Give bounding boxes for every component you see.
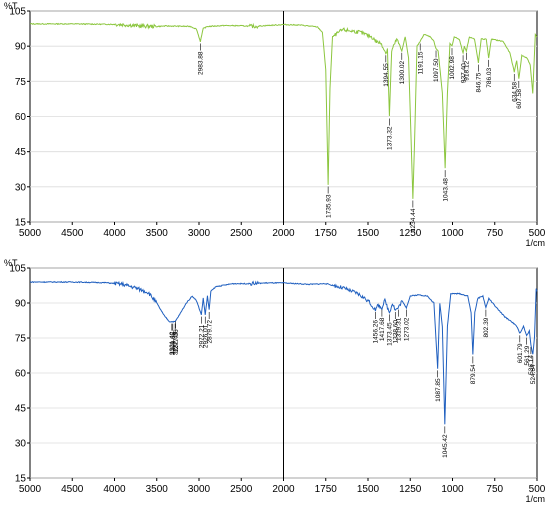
x-tick-label: 2500 — [230, 228, 253, 239]
x-tick-label: 4500 — [61, 228, 84, 239]
x-tick-label: 2000 — [272, 228, 295, 239]
peak-label: 1319.31 — [396, 317, 403, 341]
peak-label: 601.79 — [517, 343, 524, 363]
x-tick-label: 500 — [529, 484, 546, 495]
x-tick-label: 1250 — [399, 484, 422, 495]
x-tick-label: 1500 — [357, 228, 380, 239]
y-tick-label: 105 — [9, 264, 26, 275]
x-tick-label: 4000 — [103, 228, 126, 239]
peak-label: 1417.68 — [379, 317, 386, 341]
x-tick-label: 3500 — [146, 228, 169, 239]
y-tick-label: 15 — [15, 474, 27, 485]
peak-label: 1097.50 — [433, 58, 440, 82]
peak-label: 3321.42 — [169, 331, 176, 355]
x-tick-label: 5000 — [19, 484, 42, 495]
y-tick-label: 90 — [15, 42, 27, 53]
x-tick-label: 750 — [486, 228, 503, 239]
x-tick-label: 500 — [529, 228, 546, 239]
peak-label: 1338.60 — [392, 320, 399, 344]
x-tick-label: 1250 — [399, 228, 422, 239]
y-tick-label: 30 — [15, 182, 27, 193]
y-tick-label: 105 — [9, 7, 26, 18]
spectrum-line — [29, 22, 538, 199]
x-tick-label: 1750 — [315, 484, 338, 495]
x-tick-label: 3500 — [146, 484, 169, 495]
x-tick-label: 1000 — [441, 484, 464, 495]
peak-label: 1087.85 — [435, 378, 442, 402]
peak-label: 1043.48 — [442, 178, 449, 202]
x-tick-label: 2500 — [230, 484, 253, 495]
peak-label: 524.64 — [530, 364, 537, 384]
peak-label: 1735.93 — [325, 194, 332, 218]
x-tick-label: 3000 — [188, 484, 211, 495]
x-tick-label: 2000 — [272, 484, 295, 495]
peak-label: 2972.21 — [199, 324, 206, 348]
peak-label: 3282.49 — [172, 331, 179, 355]
x-tick-label: 1500 — [357, 484, 380, 495]
peak-label: 1373.45 — [387, 322, 394, 346]
x-tick-label: 1000 — [441, 228, 464, 239]
peak-label: 607.58 — [516, 89, 523, 109]
y-tick-label: 60 — [15, 112, 27, 123]
peak-label: 1273.02 — [404, 317, 411, 341]
x-tick-label: 1750 — [315, 228, 338, 239]
x-unit-label: 1/cm — [525, 238, 545, 248]
peak-label: 1234.44 — [410, 208, 417, 232]
peak-label: 879.54 — [470, 364, 477, 384]
x-unit-label: 1/cm — [525, 494, 545, 504]
y-tick-label: 45 — [15, 147, 27, 158]
spectrum-line — [29, 280, 538, 425]
peak-label: 2879.72 — [206, 320, 213, 344]
y-tick-label: 15 — [15, 218, 27, 229]
peak-label: 1045.42 — [442, 434, 449, 458]
peak-label: 2926.01 — [202, 324, 209, 348]
y-unit-label: %T — [4, 258, 18, 268]
peak-label: 2983.88 — [198, 51, 205, 75]
peak-label: 1394.55 — [383, 63, 390, 87]
peak-label: 802.39 — [483, 317, 490, 337]
y-tick-label: 60 — [15, 369, 27, 380]
y-tick-label: 45 — [15, 404, 27, 415]
y-tick-label: 90 — [15, 299, 27, 310]
peak-label: 3309.85 — [170, 331, 177, 355]
peak-label: 1002.98 — [449, 56, 456, 80]
y-tick-label: 75 — [15, 77, 27, 88]
peak-label: 918.12 — [464, 60, 471, 80]
y-tick-label: 30 — [15, 439, 27, 450]
peak-label: 1191.15 — [417, 51, 424, 74]
peak-label: 561.29 — [524, 345, 531, 365]
x-tick-label: 3000 — [188, 228, 211, 239]
x-tick-label: 750 — [486, 484, 503, 495]
peak-label: 937.40 — [460, 63, 467, 83]
peak-label: 786.03 — [486, 68, 493, 88]
peak-label: 536.14 — [528, 355, 535, 375]
peak-label: 846.75 — [476, 72, 483, 92]
x-tick-label: 4500 — [61, 484, 84, 495]
peak-label: 3277.06 — [173, 329, 180, 353]
peak-label: 1456.26 — [373, 320, 380, 344]
x-tick-label: 4000 — [103, 484, 126, 495]
peak-label: 634.58 — [511, 82, 518, 102]
peak-label: 1373.32 — [387, 126, 394, 150]
y-unit-label: %T — [4, 1, 18, 11]
y-tick-label: 75 — [15, 334, 27, 345]
x-tick-label: 5000 — [19, 228, 42, 239]
peak-label: 1300.02 — [399, 60, 406, 84]
